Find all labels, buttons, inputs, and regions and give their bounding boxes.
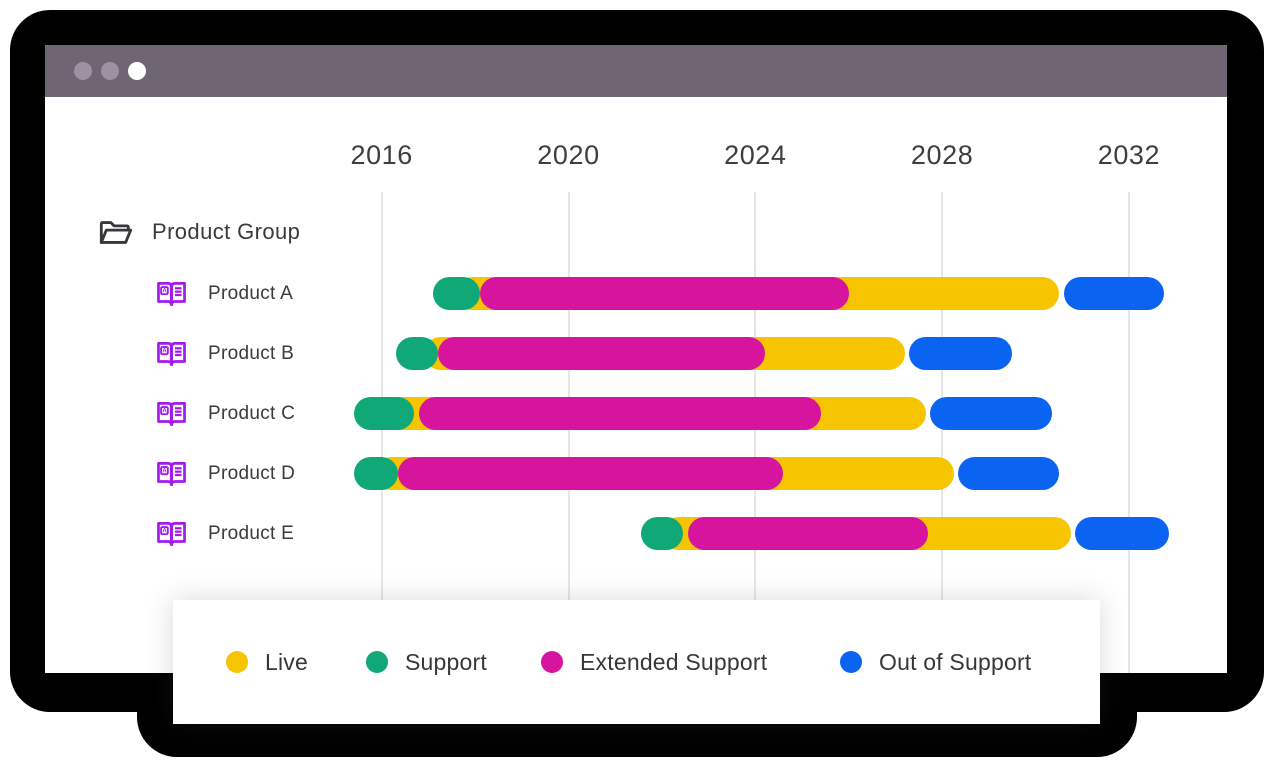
bar-segment-extended-support[interactable] (419, 396, 821, 430)
axis-tick-label: 2016 (350, 140, 413, 170)
legend: Live Support Extended Support Out of Suppor… (173, 600, 1100, 724)
axis-tick-label: 2024 (724, 140, 787, 170)
bar-segment-extended-support[interactable] (687, 516, 929, 550)
book-icon-wrap: A (155, 400, 188, 432)
bar-segment-out-of-support[interactable] (1063, 276, 1164, 310)
bar-segment-extended-support[interactable] (398, 456, 784, 490)
book-icon: A (157, 341, 186, 366)
book-icon-wrap: A (155, 340, 188, 372)
legend-label: Live (265, 648, 308, 675)
book-icon: A (157, 521, 186, 546)
legend-item-out-of-support[interactable]: Out of Support (840, 600, 1031, 724)
legend-dot-icon (366, 651, 388, 673)
legend-label: Support (405, 648, 487, 675)
product-row: A Product E (45, 516, 1227, 552)
bar-segment-support[interactable] (395, 336, 438, 370)
svg-text:A: A (162, 347, 167, 354)
bar-segment-out-of-support[interactable] (930, 396, 1052, 430)
legend-item-support[interactable]: Support (366, 600, 487, 724)
window-control-dot-icon[interactable] (74, 62, 92, 80)
product-label: Product A (208, 282, 294, 304)
bar-segment-support[interactable] (353, 396, 415, 430)
product-label: Product D (208, 462, 296, 484)
book-icon: A (157, 401, 186, 426)
legend-dot-icon (541, 651, 563, 673)
gridline (754, 192, 757, 673)
bar-segment-out-of-support[interactable] (1075, 516, 1169, 550)
book-icon-wrap: A (155, 280, 188, 312)
product-label: Product B (208, 342, 295, 364)
book-icon-wrap: A (155, 520, 188, 552)
window-control-dot-icon[interactable] (101, 62, 119, 80)
product-row: A Product C (45, 396, 1227, 432)
bar-segment-support[interactable] (640, 516, 683, 550)
gridline (380, 192, 383, 673)
legend-dot-icon (840, 651, 862, 673)
svg-text:A: A (162, 287, 167, 294)
book-icon: A (157, 461, 186, 486)
axis-tick-label: 2028 (910, 140, 974, 170)
bar-segment-out-of-support[interactable] (909, 336, 1013, 370)
gridline (941, 192, 944, 673)
book-icon: A (157, 281, 186, 306)
product-row: A Product B (45, 336, 1227, 372)
bar-segment-out-of-support[interactable] (958, 456, 1059, 490)
svg-text:A: A (162, 467, 167, 474)
window-titlebar (45, 45, 1227, 97)
browser-window: 2016 2020 2024 2028 2032 Product Group A Pro… (45, 45, 1227, 673)
product-group-label: Product Group (152, 219, 301, 244)
svg-text:A: A (162, 407, 167, 414)
legend-label: Out of Support (879, 648, 1032, 675)
legend-item-extended-support[interactable]: Extended Support (541, 600, 767, 724)
bar-segment-extended-support[interactable] (479, 276, 849, 310)
bar-segment-support[interactable] (353, 456, 399, 490)
product-row: A Product D (45, 456, 1227, 492)
product-group-header[interactable]: Product Group (98, 213, 300, 251)
open-folder-icon (99, 220, 133, 244)
window-control-dot-active-icon[interactable] (128, 62, 146, 80)
axis-tick-label: 2032 (1097, 140, 1161, 170)
axis-tick-label: 2020 (537, 140, 600, 170)
product-row: A Product A (45, 276, 1227, 312)
bar-segment-support[interactable] (433, 276, 480, 310)
legend-dot-icon (226, 651, 248, 673)
legend-item-live[interactable]: Live (226, 600, 308, 724)
book-icon-wrap: A (155, 460, 188, 492)
gridline (1127, 192, 1130, 673)
product-label: Product E (208, 522, 295, 544)
legend-label: Extended Support (580, 648, 768, 675)
svg-text:A: A (162, 527, 167, 534)
gridline (567, 192, 570, 673)
product-label: Product C (208, 402, 296, 424)
bar-segment-extended-support[interactable] (437, 336, 765, 370)
